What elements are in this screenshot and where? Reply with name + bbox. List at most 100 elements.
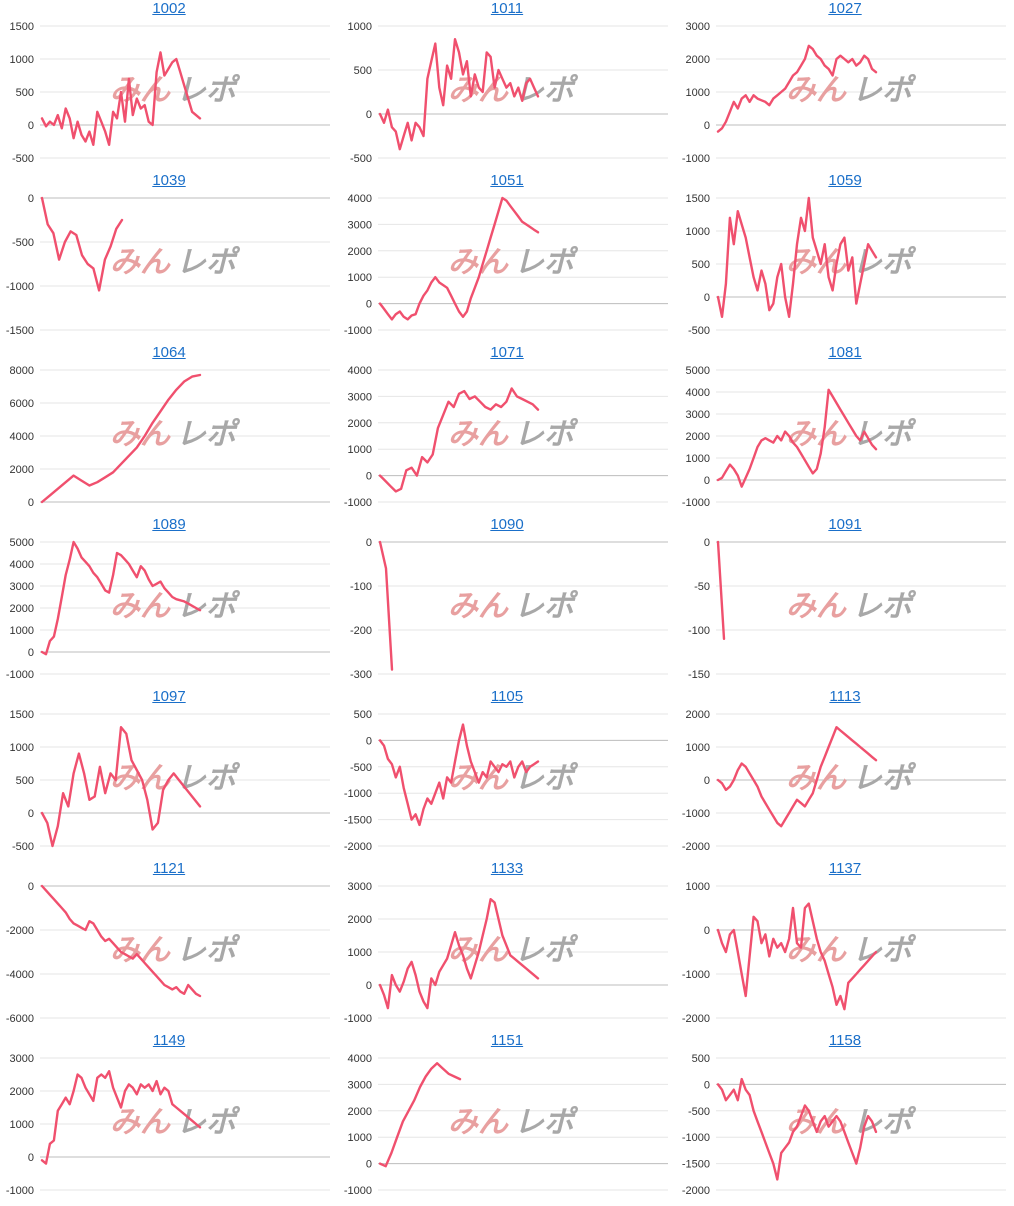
line-chart: 4000 3000 2000 1000 0 -1000 みん レポ <box>344 193 668 337</box>
series-line <box>716 1077 878 1181</box>
series-line <box>716 540 726 641</box>
y-tick-label: -50 <box>694 581 710 593</box>
chart-card: 1051 4000 3000 2000 1000 0 -1000 みん レポ <box>338 172 676 344</box>
y-tick-label: 1000 <box>348 947 372 959</box>
y-tick-label: 3000 <box>348 219 372 231</box>
y-tick-label: 4000 <box>348 193 372 205</box>
watermark-logo: みん レポ <box>448 933 579 968</box>
y-tick-label: -1500 <box>682 1159 710 1171</box>
y-tick-label: 2000 <box>348 1106 372 1118</box>
chart-title-link[interactable]: 1089 <box>152 516 186 533</box>
series-line <box>716 902 878 1011</box>
y-tick-label: 0 <box>366 299 372 311</box>
y-tick-label: 0 <box>704 475 710 487</box>
series-line <box>378 38 540 151</box>
y-tick-label: 4000 <box>348 1053 372 1065</box>
chart-title-link[interactable]: 1071 <box>490 344 524 361</box>
y-tick-label: 0 <box>704 775 710 787</box>
chart-title-link[interactable]: 1149 <box>152 1032 186 1049</box>
series-line <box>40 51 202 147</box>
chart-title-link[interactable]: 1151 <box>490 1032 524 1049</box>
y-tick-label: -4000 <box>6 969 34 981</box>
y-tick-label: -1000 <box>682 153 710 165</box>
y-tick-label: -100 <box>688 625 710 637</box>
chart-title-link[interactable]: 1091 <box>828 516 862 533</box>
chart-card: 1133 3000 2000 1000 0 -1000 みん レポ <box>338 860 676 1032</box>
y-tick-label: 3000 <box>10 581 34 593</box>
chart-title-link[interactable]: 1121 <box>152 860 186 877</box>
series-line <box>378 387 540 493</box>
y-tick-label: 1000 <box>10 1119 34 1131</box>
series-line <box>378 723 540 827</box>
chart-title-link[interactable]: 1113 <box>829 688 861 705</box>
y-tick-label: 2000 <box>686 54 710 66</box>
y-tick-label: -500 <box>350 153 372 165</box>
chart-title-link[interactable]: 1027 <box>828 0 862 17</box>
chart-title-link[interactable]: 1064 <box>152 344 186 361</box>
y-tick-label: 0 <box>366 735 372 747</box>
chart-title-link[interactable]: 1059 <box>828 172 862 189</box>
y-tick-label: 4000 <box>686 387 710 399</box>
y-tick-label: 0 <box>704 292 710 304</box>
chart-title-link[interactable]: 1002 <box>152 0 186 17</box>
y-tick-label: -200 <box>350 625 372 637</box>
y-tick-label: 5000 <box>686 365 710 377</box>
line-chart: 2000 1000 0 -1000 -2000 みん レポ <box>682 709 1006 853</box>
y-tick-label: 0 <box>28 193 34 205</box>
line-chart: 1000 0 -1000 -2000 みん レポ <box>682 881 1006 1025</box>
chart-title-link[interactable]: 1081 <box>828 344 862 361</box>
chart-card: 1064 8000 6000 4000 2000 0 みん レポ <box>0 344 338 516</box>
chart-title-link[interactable]: 1097 <box>152 688 186 705</box>
y-tick-label: -1000 <box>682 969 710 981</box>
chart-title-link[interactable]: 1011 <box>490 0 524 17</box>
y-tick-label: -1000 <box>682 808 710 820</box>
y-tick-label: -500 <box>12 841 34 853</box>
y-tick-label: 5000 <box>10 537 34 549</box>
y-tick-label: 0 <box>28 497 34 509</box>
y-tick-label: 1000 <box>348 21 372 33</box>
y-tick-label: -1000 <box>6 669 34 681</box>
line-chart: 5000 4000 3000 2000 1000 0 -1000 みん レポ <box>682 365 1006 509</box>
y-tick-label: -1500 <box>6 325 34 337</box>
y-tick-label: -2000 <box>682 1013 710 1025</box>
y-tick-label: -150 <box>688 669 710 681</box>
y-tick-label: 0 <box>366 109 372 121</box>
chart-card: 1011 1000 500 0 -500 みん レポ <box>338 0 676 172</box>
chart-title-link[interactable]: 1039 <box>152 172 186 189</box>
watermark-logo: みん レポ <box>786 761 917 796</box>
y-tick-label: 500 <box>692 259 710 271</box>
y-tick-label: 2000 <box>10 464 34 476</box>
y-tick-label: 1000 <box>686 87 710 99</box>
y-tick-label: 2000 <box>348 246 372 258</box>
y-tick-label: 0 <box>366 980 372 992</box>
chart-title-link[interactable]: 1051 <box>490 172 524 189</box>
watermark-logo: みん レポ <box>448 589 579 624</box>
y-tick-label: 500 <box>354 65 372 77</box>
series-line <box>716 726 878 828</box>
y-tick-label: 0 <box>366 1159 372 1171</box>
y-tick-label: 6000 <box>10 398 34 410</box>
watermark-logo: みん レポ <box>110 761 241 796</box>
chart-title-link[interactable]: 1133 <box>490 860 524 877</box>
line-chart: 0 -500 -1000 -1500 みん レポ <box>6 193 330 337</box>
y-tick-label: 1000 <box>348 1132 372 1144</box>
y-tick-label: -1000 <box>6 281 34 293</box>
y-tick-label: 0 <box>704 925 710 937</box>
chart-title-link[interactable]: 1090 <box>490 516 524 533</box>
line-chart: 4000 3000 2000 1000 0 -1000 みん レポ <box>344 1053 668 1197</box>
chart-title-link[interactable]: 1137 <box>828 860 862 877</box>
watermark-logo: みん レポ <box>110 589 241 624</box>
watermark-logo: みん レポ <box>110 933 241 968</box>
y-tick-label: -1000 <box>344 788 372 800</box>
y-tick-label: 2000 <box>10 1086 34 1098</box>
watermark-logo: みん レポ <box>110 417 241 452</box>
chart-card: 1149 3000 2000 1000 0 -1000 みん レポ <box>0 1032 338 1204</box>
y-tick-label: 1500 <box>686 193 710 205</box>
chart-title-link[interactable]: 1158 <box>828 1032 862 1049</box>
y-tick-label: -500 <box>12 237 34 249</box>
chart-card: 1059 1500 1000 500 0 -500 みん レポ <box>676 172 1014 344</box>
chart-title-link[interactable]: 1105 <box>490 688 524 705</box>
